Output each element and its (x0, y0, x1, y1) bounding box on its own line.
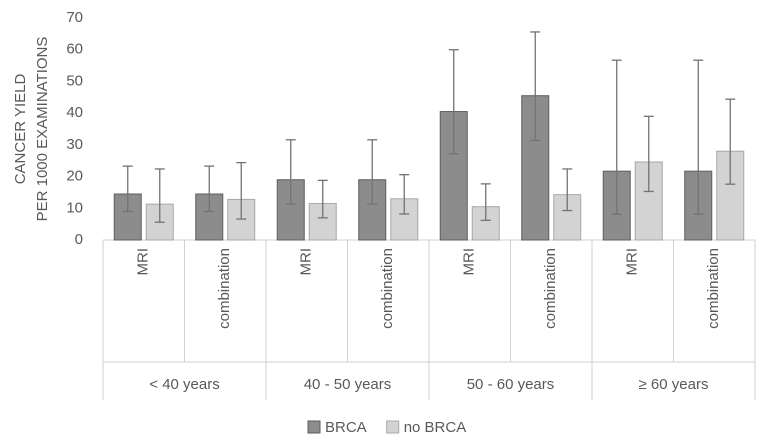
group-label: < 40 years (149, 376, 219, 393)
legend-swatch (386, 420, 400, 434)
y-axis-title: CANCER YIELD (12, 74, 29, 185)
group-label: 40 - 50 years (304, 376, 392, 393)
x-tick-label: MRI (624, 248, 641, 276)
y-tick-label: 0 (75, 231, 83, 248)
y-tick-label: 60 (66, 41, 83, 58)
group-label: 50 - 60 years (467, 376, 555, 393)
x-tick-label: combination (216, 248, 233, 329)
x-tick-label: combination (705, 248, 722, 329)
legend-label: BRCA (325, 419, 367, 436)
x-tick-label: combination (379, 248, 396, 329)
y-axis-title: PER 1000 EXAMINATIONS (34, 37, 51, 222)
y-tick-label: 20 (66, 168, 83, 185)
x-tick-label: MRI (461, 248, 478, 276)
x-tick-label: MRI (298, 248, 315, 276)
x-tick-label: MRI (135, 248, 152, 276)
bar (276, 179, 305, 241)
x-tick-label: combination (542, 248, 559, 329)
y-tick-label: 50 (66, 72, 83, 89)
legend-swatch (307, 420, 321, 434)
group-label: ≥ 60 years (639, 376, 709, 393)
y-tick-label: 30 (66, 136, 83, 153)
y-tick-label: 10 (66, 199, 83, 216)
y-tick-label: 40 (66, 104, 83, 121)
y-tick-label: 70 (66, 9, 83, 26)
legend-label: no BRCA (404, 419, 467, 436)
bar (521, 95, 550, 241)
